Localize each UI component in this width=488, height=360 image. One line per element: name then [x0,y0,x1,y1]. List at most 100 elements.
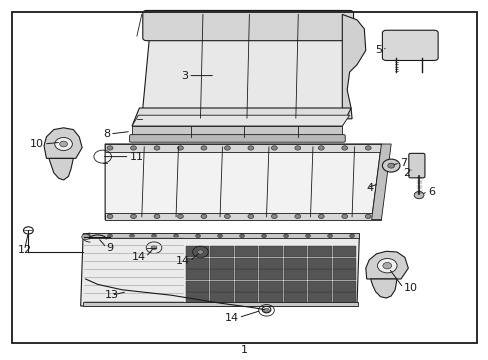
Circle shape [365,214,370,219]
Polygon shape [132,108,350,126]
Bar [105,213,381,220]
Circle shape [365,146,370,150]
Circle shape [247,214,253,219]
Bar [83,233,359,238]
Bar [283,269,306,280]
FancyBboxPatch shape [142,10,353,41]
Polygon shape [342,14,365,119]
Circle shape [197,250,203,254]
Bar [283,292,306,303]
Bar [332,269,355,280]
Circle shape [271,146,277,150]
Text: 13: 13 [104,290,118,300]
Circle shape [107,146,113,150]
Polygon shape [371,144,390,220]
Circle shape [173,234,178,238]
Bar [283,258,306,269]
Bar [234,269,258,280]
Bar [259,269,282,280]
Text: 1: 1 [241,345,247,355]
Text: 9: 9 [106,243,114,253]
Circle shape [263,308,269,312]
Circle shape [130,146,136,150]
Polygon shape [132,126,342,137]
Circle shape [283,234,288,238]
Text: 3: 3 [181,71,188,81]
Circle shape [318,146,324,150]
Bar [210,258,233,269]
Bar [210,246,233,257]
Bar [307,258,331,269]
Bar [332,258,355,269]
Circle shape [154,214,160,219]
Circle shape [377,258,396,273]
Bar [259,281,282,292]
Bar [185,281,209,292]
Circle shape [349,234,354,238]
Text: 7: 7 [399,158,407,168]
Polygon shape [105,144,381,220]
Polygon shape [49,158,73,180]
Circle shape [341,214,347,219]
Circle shape [130,214,136,219]
Polygon shape [132,115,349,126]
Circle shape [129,234,134,238]
Circle shape [60,141,67,147]
Circle shape [294,146,300,150]
Circle shape [382,262,391,269]
Text: 14: 14 [224,312,238,323]
FancyBboxPatch shape [382,30,437,60]
Bar [210,281,233,292]
FancyBboxPatch shape [408,153,424,178]
Bar [234,246,258,257]
Bar [283,281,306,292]
Text: 5: 5 [375,45,382,55]
Circle shape [239,234,244,238]
Bar [185,292,209,303]
Bar [234,258,258,269]
Circle shape [341,146,347,150]
Circle shape [151,246,157,250]
Circle shape [318,214,324,219]
Bar [259,246,282,257]
Circle shape [85,234,90,238]
Polygon shape [142,115,342,119]
Circle shape [224,214,230,219]
Text: 2: 2 [402,168,409,178]
Circle shape [151,234,156,238]
Bar [83,302,357,306]
Circle shape [217,234,222,238]
Text: 14: 14 [175,256,189,266]
Text: 4: 4 [366,183,373,193]
Text: 12: 12 [18,245,31,255]
Text: 8: 8 [102,129,110,139]
Bar [185,258,209,269]
Bar [210,269,233,280]
Circle shape [247,146,253,150]
Text: 14: 14 [131,252,145,262]
Bar [332,281,355,292]
Polygon shape [81,234,359,306]
Text: 10: 10 [403,283,417,293]
Circle shape [81,234,89,240]
Circle shape [261,234,266,238]
Bar [234,281,258,292]
Circle shape [201,146,206,150]
Polygon shape [365,251,407,279]
Circle shape [224,146,230,150]
Circle shape [55,138,72,150]
Circle shape [107,214,113,219]
Bar [332,246,355,257]
Circle shape [107,234,112,238]
Bar [332,292,355,303]
Bar [210,292,233,303]
Bar [259,292,282,303]
Circle shape [195,234,200,238]
Circle shape [305,234,310,238]
Text: 10: 10 [30,139,44,149]
Polygon shape [142,14,351,119]
Bar [307,269,331,280]
Circle shape [382,159,399,172]
Text: 6: 6 [427,186,434,197]
Circle shape [327,234,332,238]
